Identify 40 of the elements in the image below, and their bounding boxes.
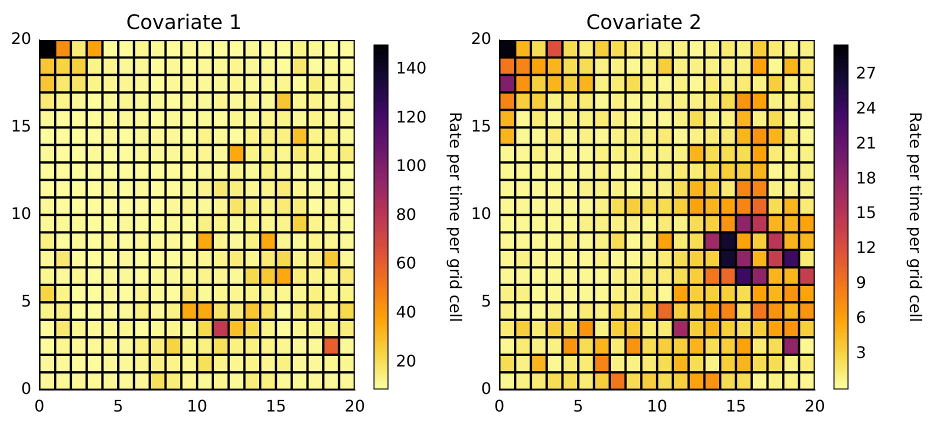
y-tick-label: 10 — [11, 204, 32, 224]
color-bar-label: 15 — [856, 203, 876, 222]
color-bar-label: 140 — [396, 58, 427, 78]
x-tick-label: 10 — [646, 396, 668, 416]
chart-title: Covariate 1 — [126, 10, 242, 34]
color-bar-label: 20 — [396, 351, 416, 370]
x-tick-label: 5 — [113, 396, 124, 416]
y-tick-label: 15 — [471, 116, 492, 136]
color-bar-label: 6 — [856, 308, 866, 328]
color-bar-label: 27 — [856, 63, 876, 82]
x-tick-label: 0 — [34, 396, 44, 416]
x-tick-label: 0 — [494, 396, 504, 416]
color-bar-title: Rate per time per grid cell — [906, 112, 926, 322]
color-bar-label: 12 — [856, 238, 876, 258]
color-bar-label: 18 — [856, 168, 876, 188]
color-bar-label: 24 — [856, 98, 876, 118]
color-bar-label: 9 — [856, 273, 866, 292]
y-tick-label: 0 — [481, 378, 492, 398]
y-tick-label: 5 — [21, 292, 32, 311]
color-bar-label: 21 — [856, 133, 876, 152]
color-bar-label: 80 — [396, 204, 416, 224]
color-bar-label: 100 — [396, 156, 427, 176]
color-bar-title: Rate per time per grid cell — [446, 112, 466, 322]
y-tick-label: 10 — [471, 204, 492, 224]
y-tick-label: 15 — [11, 116, 32, 136]
y-tick-label: 0 — [21, 378, 32, 398]
color-bar-label: 60 — [396, 254, 416, 273]
color-bar-label: 3 — [856, 343, 866, 362]
x-tick-label: 15 — [266, 396, 286, 416]
color-bar-label: 40 — [396, 302, 416, 322]
x-tick-label: 15 — [726, 396, 746, 416]
x-tick-label: 5 — [573, 396, 584, 416]
color-bar-label: 120 — [396, 107, 427, 126]
y-tick-label: 5 — [481, 292, 492, 311]
x-tick-label: 20 — [804, 396, 825, 416]
y-tick-label: 20 — [11, 29, 32, 48]
x-tick-label: 20 — [344, 396, 365, 416]
x-tick-label: 10 — [186, 396, 208, 416]
y-tick-label: 20 — [471, 29, 492, 48]
chart-title: Covariate 2 — [586, 10, 702, 34]
